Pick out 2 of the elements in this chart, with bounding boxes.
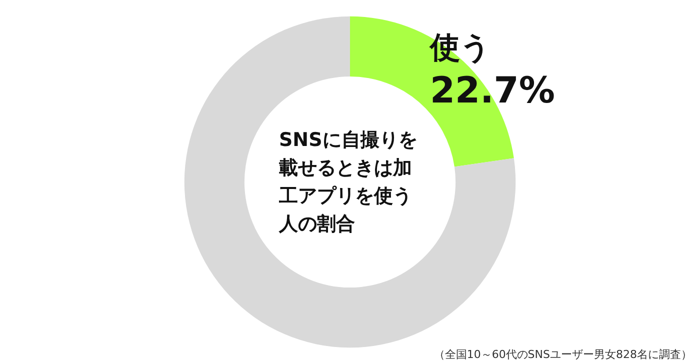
text: （全国10～60代のSNSユーザー男女828名に調査）: [434, 348, 692, 361]
text: SNSに自撮りを載せるときは加工アプリを使う人の割合: [278, 129, 418, 235]
